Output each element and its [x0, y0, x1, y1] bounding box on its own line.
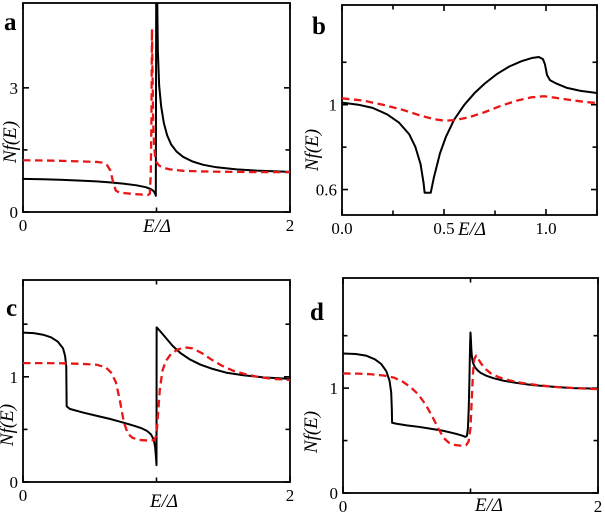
x-tick-label: 2	[286, 486, 295, 505]
panel-letter-c: c	[6, 295, 18, 322]
y-tick-label: 0	[10, 203, 19, 222]
y-axis-label-b: Nf(E)	[302, 128, 323, 172]
x-tick-label: 2	[594, 497, 603, 516]
dashed-red-curve-b	[342, 95, 597, 122]
panel-b: 0.0 0.5 1.0 0.6 1 b Nf(E) E/Δ	[302, 0, 605, 258]
y-tick-label: 0	[10, 473, 19, 492]
x-tick-label: 0.0	[331, 219, 352, 238]
panel-letter-b: b	[312, 13, 326, 40]
dashed-red-curve-d	[343, 354, 598, 447]
solid-black-curve-d	[343, 331, 598, 438]
tick-labels-c: 0 2 0 1	[10, 368, 295, 505]
plot-a: 0 2 0 3	[10, 2, 295, 235]
axes-frame-d	[342, 277, 599, 494]
x-tick-label: 0.5	[433, 219, 454, 238]
tick-labels-b: 0.0 0.5 1.0 0.6 1	[316, 96, 557, 238]
y-axis-label-d: Nf(E)	[301, 410, 322, 454]
y-tick-label: 3	[10, 79, 19, 98]
y-tick-label: 1	[329, 96, 338, 115]
ticks-b	[341, 5, 598, 215]
x-tick-label: 0	[19, 486, 28, 505]
axes-frame-b	[341, 4, 598, 216]
x-tick-label: 2	[286, 216, 295, 235]
x-axis-label-b: E/Δ	[457, 219, 487, 240]
x-axis-label-d: E/Δ	[474, 495, 504, 516]
y-tick-label: 0	[330, 484, 339, 503]
x-tick-label: 1.0	[535, 219, 556, 238]
x-axis-label-a: E/Δ	[142, 216, 172, 237]
panel-c: 0 2 0 1 c Nf(E) E/Δ	[0, 258, 302, 517]
y-axis-label-a: Nf(E)	[0, 120, 21, 164]
panel-letter-a: a	[4, 9, 17, 36]
y-axis-label-c: Nf(E)	[0, 403, 18, 447]
tick-labels-d: 0 2 0 1	[330, 379, 603, 516]
dashed-red-curve-a	[23, 27, 290, 197]
y-tick-label: 1	[10, 368, 19, 387]
panel-a: 0 2 0 3 a Nf(E) E/Δ	[0, 0, 302, 258]
x-axis-label-c: E/Δ	[149, 491, 179, 512]
x-tick-label: 0	[19, 216, 28, 235]
plot-b: 0.0 0.5 1.0 0.6 1	[316, 4, 598, 238]
panel-letter-d: d	[310, 299, 324, 326]
solid-black-curve-a	[23, 3, 290, 197]
panel-d: 0 2 0 1 d Nf(E) E/Δ	[301, 258, 605, 517]
y-tick-label: 1	[330, 379, 339, 398]
plot-c: 0 2 0 1	[10, 279, 295, 505]
ticks-d	[342, 278, 599, 494]
ticks-c	[22, 280, 291, 483]
y-tick-label: 0.6	[316, 181, 337, 200]
tick-labels-a: 0 2 0 3	[10, 79, 295, 235]
plot-d: 0 2 0 1	[330, 277, 603, 516]
solid-black-curve-b	[342, 55, 597, 194]
dashed-red-curve-c	[23, 346, 290, 442]
x-tick-label: 0	[339, 497, 348, 516]
solid-black-curve-c	[23, 326, 290, 467]
